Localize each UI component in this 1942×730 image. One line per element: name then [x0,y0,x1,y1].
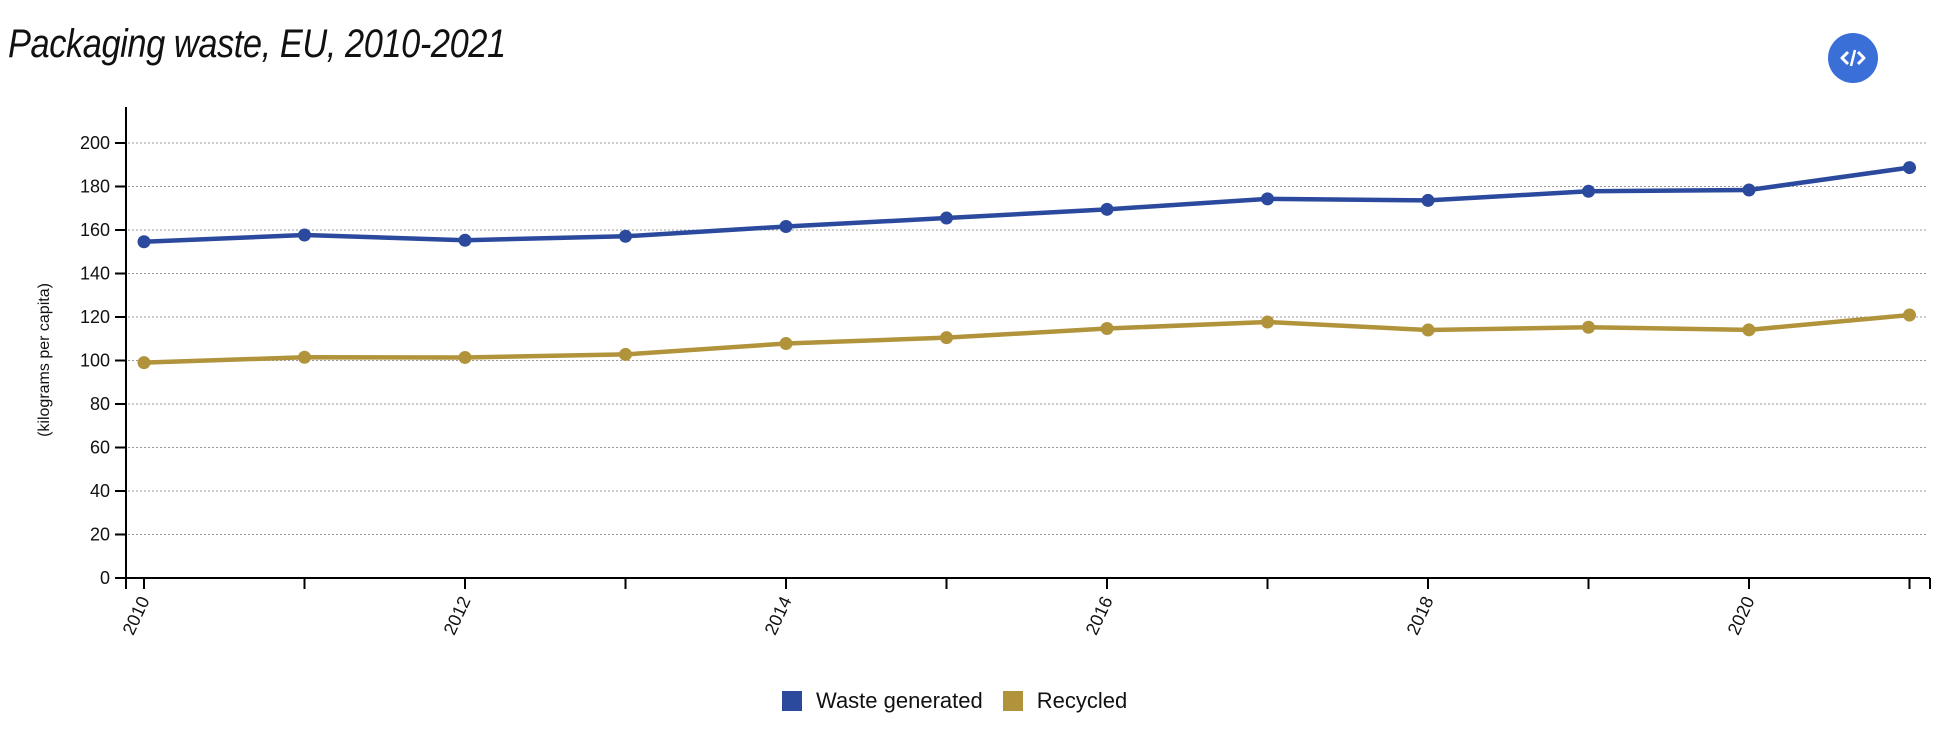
data-point[interactable] [458,350,472,364]
legend-label: Waste generated [816,688,983,713]
y-tick-label: 60 [90,438,110,458]
gridlines [128,142,1927,535]
data-point[interactable] [940,331,953,345]
x-tick-label: 2016 [1082,593,1117,638]
legend-swatch-recycled [1002,691,1023,711]
legend-item-waste-generated[interactable]: Waste generated [782,688,983,714]
data-point[interactable] [1903,308,1916,322]
x-tick-label: 2020 [1724,593,1759,638]
y-tick-label: 200 [80,133,110,153]
axes [125,107,1931,589]
y-tick-label: 0 [100,568,110,588]
y-tick-label: 180 [80,177,110,197]
x-tick-label: 2014 [761,593,796,638]
series-waste-generated [137,161,1916,249]
data-point[interactable] [1261,315,1274,329]
data-point[interactable] [940,211,953,225]
legend: Waste generated Recycled [782,688,1147,714]
data-point[interactable] [298,228,311,242]
data-point[interactable] [1903,161,1916,175]
data-point[interactable] [619,347,632,361]
data-point[interactable] [137,356,151,370]
x-tick-label: 2018 [1403,593,1438,638]
y-tick-label: 100 [80,351,110,371]
data-point[interactable] [1742,323,1756,337]
y-axis-ticks: 0 20 40 60 80 100 120 140 160 180 200 [80,133,126,588]
legend-item-recycled[interactable]: Recycled [1002,688,1128,714]
chart-title: Packaging waste, EU, 2010-2021 [8,22,506,66]
legend-swatch-waste-generated [782,691,802,711]
x-tick-label: 2010 [119,593,154,638]
data-point[interactable] [1421,323,1435,337]
data-point[interactable] [619,229,632,243]
y-tick-label: 140 [80,264,110,284]
series-group [137,161,1916,370]
y-tick-label: 40 [90,481,110,501]
data-point[interactable] [1582,320,1595,334]
series-line [143,165,1910,244]
y-tick-label: 20 [90,525,110,545]
y-tick-label: 80 [90,394,110,414]
y-tick-label: 120 [80,307,110,327]
x-axis-ticks: 2010 2012 2014 2016 2018 2020 [119,578,1911,638]
data-point[interactable] [779,337,793,351]
y-tick-label: 160 [80,220,110,240]
code-embed-icon [1840,49,1866,67]
data-point[interactable] [1742,183,1756,197]
data-point[interactable] [1100,202,1114,216]
legend-label: Recycled [1036,688,1128,713]
data-point[interactable] [1261,192,1274,206]
data-point[interactable] [1582,184,1595,198]
series-recycled [137,308,1916,370]
x-tick-label: 2012 [440,593,475,638]
data-point[interactable] [298,350,311,364]
data-point[interactable] [1100,322,1114,336]
embed-code-button[interactable] [1828,33,1878,83]
data-point[interactable] [137,235,151,249]
data-point[interactable] [779,220,793,234]
line-chart: 0 20 40 60 80 100 120 140 160 180 200 2010 2012 2014… [36,107,1931,638]
data-point[interactable] [458,233,472,247]
series-line [143,312,1910,365]
y-axis-title: (kilograms per capita) [36,283,53,437]
data-point[interactable] [1421,193,1435,207]
